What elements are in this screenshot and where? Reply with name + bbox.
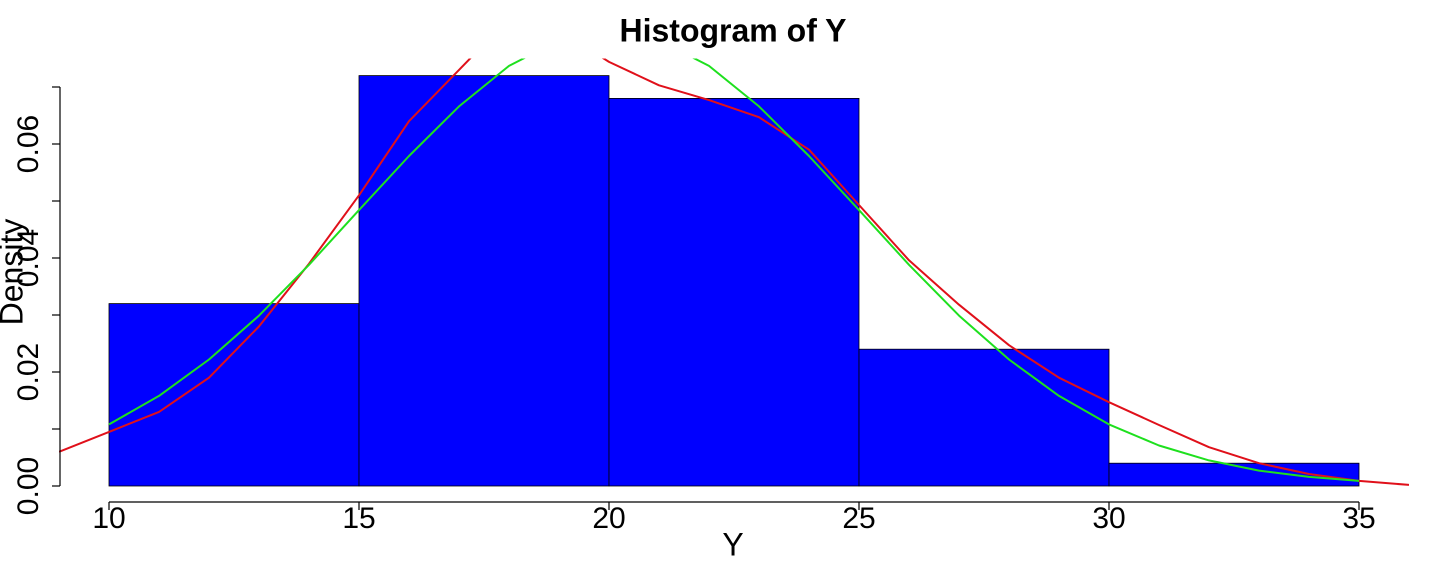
density-curve <box>108 58 1360 482</box>
bars <box>108 75 1360 487</box>
y-tick-label: 0.06 <box>12 115 45 173</box>
histogram-bar <box>1108 462 1360 487</box>
y-axis-label: Density <box>0 219 29 326</box>
curves <box>59 58 1409 486</box>
x-tick-label: 15 <box>342 502 375 535</box>
y-tick-label: 0.00 <box>12 457 45 515</box>
chart-title: Histogram of Y <box>620 12 847 48</box>
histogram-bar <box>108 303 360 487</box>
x-tick-label: 30 <box>1092 502 1125 535</box>
histogram-bar <box>608 98 860 487</box>
x-tick-label: 25 <box>842 502 875 535</box>
x-tick-label: 10 <box>92 502 125 535</box>
y-tick-label: 0.02 <box>12 343 45 401</box>
x-tick-label: 20 <box>592 502 625 535</box>
x-tick-label: 35 <box>1342 502 1375 535</box>
x-axis-label: Y <box>722 526 743 562</box>
density-curve <box>59 58 1409 486</box>
y-tick-label: 0.04 <box>12 229 45 287</box>
histogram-bar <box>358 75 610 487</box>
histogram-bar <box>858 348 1110 487</box>
